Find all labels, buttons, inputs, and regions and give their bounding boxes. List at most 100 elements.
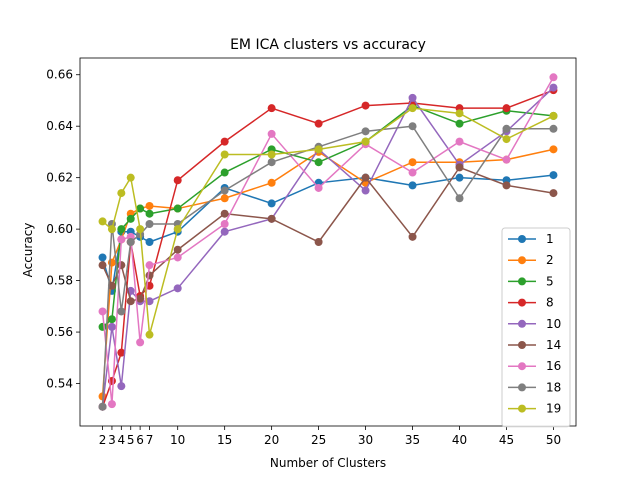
legend-swatch-marker — [518, 277, 526, 286]
data-point — [98, 253, 107, 262]
legend-label: 8 — [546, 296, 554, 310]
data-point — [220, 219, 229, 228]
data-point — [126, 238, 135, 246]
legend-swatch-marker — [518, 404, 526, 413]
legend-box — [501, 227, 571, 428]
x-tick-label: 45 — [499, 433, 514, 447]
legend-swatch-marker — [518, 235, 526, 243]
data-point — [408, 104, 417, 113]
data-point — [549, 83, 558, 92]
y-axis: 0.54 0.56 0.58 0.60 0.62 0.64 0.66 — [46, 68, 80, 391]
data-point — [136, 225, 145, 234]
data-point — [107, 281, 116, 290]
data-point — [549, 145, 558, 154]
data-point — [267, 158, 276, 167]
y-tick-label: 0.66 — [46, 68, 73, 82]
data-point — [267, 178, 276, 187]
data-point — [361, 101, 370, 110]
legend-item-2: 2 — [508, 253, 554, 267]
legend-item-10: 10 — [508, 317, 561, 331]
legend-label: 16 — [546, 359, 561, 373]
data-point — [173, 245, 182, 254]
data-point — [117, 382, 126, 391]
data-point — [136, 294, 145, 303]
x-tick-label: 6 — [136, 433, 144, 447]
data-point — [220, 168, 229, 177]
data-point — [361, 127, 370, 136]
data-point — [98, 261, 107, 270]
data-point — [98, 217, 107, 226]
x-tick-label: 2 — [99, 433, 107, 447]
series-5 — [98, 101, 558, 331]
data-point — [361, 173, 370, 182]
data-point — [267, 129, 276, 138]
data-point — [502, 124, 511, 133]
data-point — [107, 400, 116, 409]
data-point — [98, 307, 107, 316]
data-point — [361, 186, 370, 195]
data-point — [107, 322, 116, 331]
data-point — [117, 307, 126, 316]
data-point — [220, 209, 229, 218]
data-point — [267, 150, 276, 159]
legend-item-14: 14 — [508, 338, 561, 352]
data-point — [107, 225, 116, 234]
y-tick-label: 0.60 — [46, 222, 73, 236]
legend-swatch-marker — [518, 383, 526, 392]
data-point — [549, 73, 558, 82]
data-point — [173, 204, 182, 213]
y-tick-label: 0.64 — [46, 119, 73, 133]
data-point — [220, 194, 229, 203]
data-point — [408, 181, 417, 190]
series-14 — [98, 163, 558, 306]
y-axis-label: Accuracy — [21, 223, 35, 278]
x-tick-label: 4 — [118, 433, 126, 447]
data-point — [220, 227, 229, 236]
data-point — [549, 171, 558, 180]
legend-item-8: 8 — [508, 296, 554, 310]
data-point — [549, 111, 558, 120]
data-point — [117, 189, 126, 198]
legend-item-19: 19 — [508, 402, 561, 416]
legend-label: 18 — [546, 380, 561, 394]
x-tick-label: 10 — [170, 433, 185, 447]
x-tick-label: 5 — [127, 433, 135, 447]
legend-item-16: 16 — [508, 359, 561, 373]
legend-item-5: 5 — [508, 274, 554, 288]
legend: 1 2 5 8 10 14 16 18 19 — [501, 227, 571, 428]
x-tick-label: 50 — [546, 433, 561, 447]
data-point — [145, 209, 154, 218]
data-point — [145, 271, 154, 280]
legend-label: 10 — [546, 317, 561, 331]
data-point — [98, 402, 107, 411]
data-point — [126, 297, 135, 306]
data-point — [126, 173, 135, 182]
legend-label: 19 — [546, 402, 561, 416]
data-point — [502, 181, 511, 190]
data-point — [549, 189, 558, 198]
data-point — [314, 145, 323, 154]
data-point — [408, 122, 417, 131]
data-point — [220, 150, 229, 159]
data-point — [455, 137, 464, 146]
data-point — [173, 253, 182, 262]
legend-swatch-marker — [518, 362, 526, 371]
data-point — [408, 232, 417, 241]
data-point — [220, 186, 229, 195]
y-tick-label: 0.58 — [46, 274, 73, 288]
y-tick-label: 0.56 — [46, 325, 73, 339]
data-point — [136, 204, 145, 213]
data-point — [314, 158, 323, 167]
x-tick-label: 25 — [311, 433, 326, 447]
series-19 — [98, 104, 558, 339]
x-tick-label: 7 — [146, 433, 154, 447]
legend-swatch-marker — [518, 256, 526, 265]
data-point — [173, 225, 182, 234]
data-point — [136, 338, 145, 347]
data-point — [117, 348, 126, 357]
x-axis-label: Number of Clusters — [270, 456, 386, 470]
x-tick-label: 3 — [108, 433, 116, 447]
data-point — [126, 214, 135, 223]
data-point — [361, 137, 370, 146]
